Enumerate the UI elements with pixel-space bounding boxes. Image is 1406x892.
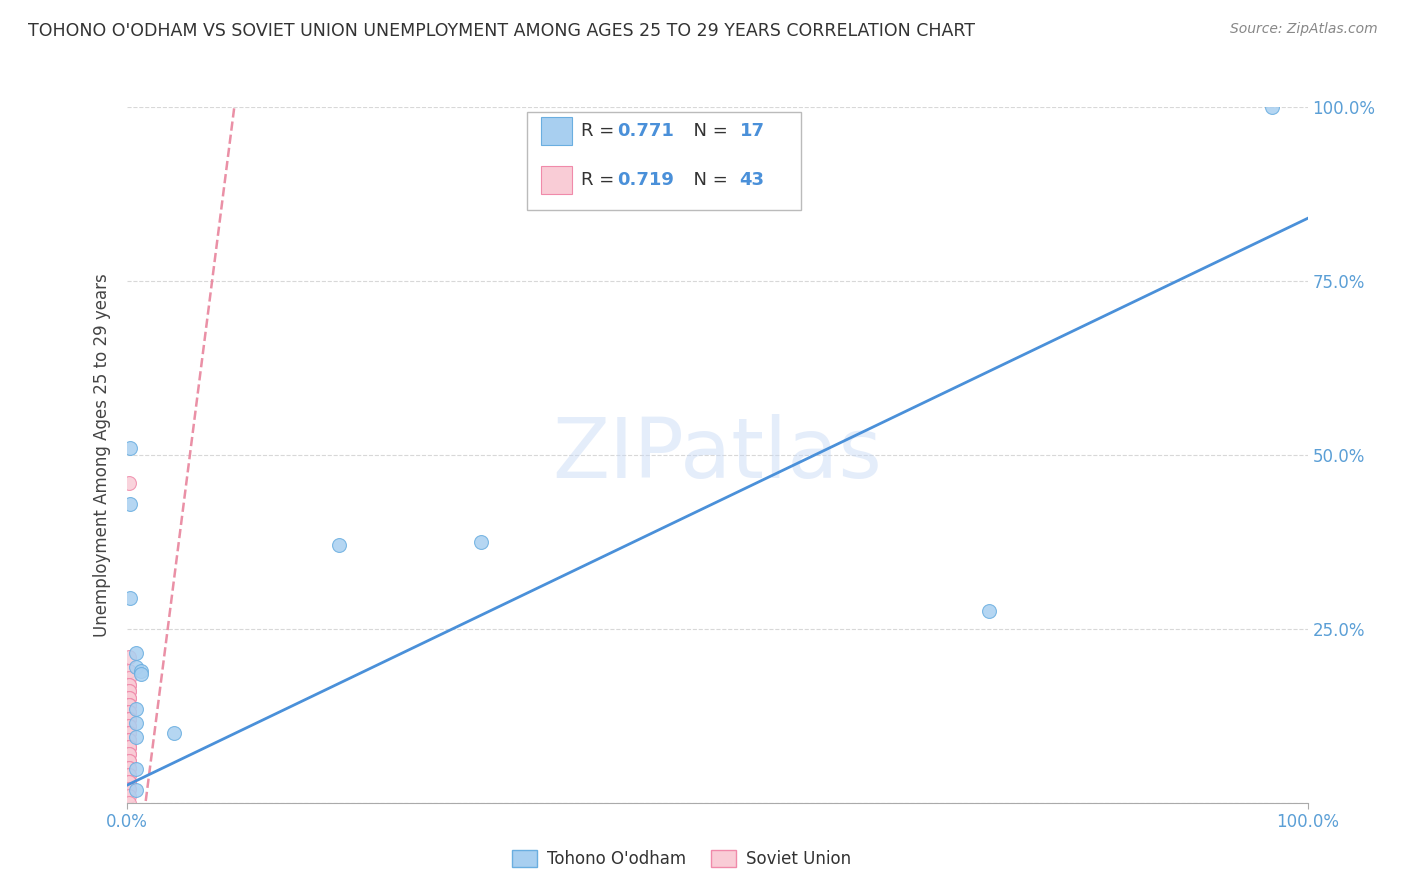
- Point: [163, 726, 186, 740]
- Point: [118, 747, 141, 761]
- Point: [118, 698, 141, 713]
- Point: [118, 719, 141, 733]
- Point: [118, 754, 141, 768]
- Text: 0.771: 0.771: [617, 122, 673, 140]
- Point: [118, 677, 141, 691]
- Text: Source: ZipAtlas.com: Source: ZipAtlas.com: [1230, 22, 1378, 37]
- Point: [118, 712, 141, 726]
- Text: 17: 17: [740, 122, 765, 140]
- Point: [129, 667, 152, 681]
- Point: [125, 715, 148, 730]
- Point: [118, 706, 141, 720]
- Point: [118, 733, 141, 747]
- Point: [125, 730, 148, 744]
- Point: [118, 796, 141, 810]
- Point: [118, 698, 141, 713]
- Point: [118, 684, 141, 698]
- Point: [118, 740, 141, 755]
- Point: [977, 605, 1000, 619]
- Text: R =: R =: [581, 171, 620, 189]
- Point: [118, 671, 141, 685]
- Point: [118, 781, 141, 796]
- Text: TOHONO O'ODHAM VS SOVIET UNION UNEMPLOYMENT AMONG AGES 25 TO 29 YEARS CORRELATIO: TOHONO O'ODHAM VS SOVIET UNION UNEMPLOYM…: [28, 22, 976, 40]
- Point: [118, 698, 141, 713]
- Point: [120, 441, 142, 455]
- Y-axis label: Unemployment Among Ages 25 to 29 years: Unemployment Among Ages 25 to 29 years: [93, 273, 111, 637]
- Point: [118, 775, 141, 789]
- Point: [125, 646, 148, 660]
- Point: [120, 591, 142, 605]
- Point: [118, 754, 141, 768]
- Point: [129, 664, 152, 678]
- Text: 43: 43: [740, 171, 765, 189]
- Point: [118, 781, 141, 796]
- Text: N =: N =: [682, 171, 734, 189]
- Point: [118, 691, 141, 706]
- Point: [118, 768, 141, 782]
- Text: N =: N =: [682, 122, 734, 140]
- Point: [125, 763, 148, 777]
- Point: [118, 719, 141, 733]
- Point: [118, 691, 141, 706]
- Point: [118, 768, 141, 782]
- Point: [118, 712, 141, 726]
- Point: [125, 660, 148, 674]
- Point: [118, 712, 141, 726]
- Point: [118, 740, 141, 755]
- Point: [118, 726, 141, 740]
- Legend: Tohono O'odham, Soviet Union: Tohono O'odham, Soviet Union: [505, 843, 858, 874]
- Point: [118, 733, 141, 747]
- Point: [328, 538, 350, 552]
- Text: R =: R =: [581, 122, 620, 140]
- Point: [118, 761, 141, 775]
- Point: [118, 649, 141, 664]
- Point: [125, 702, 148, 716]
- Point: [470, 535, 492, 549]
- Point: [118, 740, 141, 755]
- Point: [118, 706, 141, 720]
- Point: [120, 497, 142, 511]
- Point: [118, 775, 141, 789]
- Point: [118, 726, 141, 740]
- Point: [118, 664, 141, 678]
- Text: 0.719: 0.719: [617, 171, 673, 189]
- Point: [118, 733, 141, 747]
- Text: ZIPatlas: ZIPatlas: [553, 415, 882, 495]
- Point: [118, 706, 141, 720]
- Point: [1261, 100, 1284, 114]
- Point: [118, 684, 141, 698]
- Point: [118, 789, 141, 803]
- Point: [118, 475, 141, 490]
- Point: [118, 761, 141, 775]
- Point: [118, 747, 141, 761]
- Point: [118, 677, 141, 691]
- Point: [125, 783, 148, 797]
